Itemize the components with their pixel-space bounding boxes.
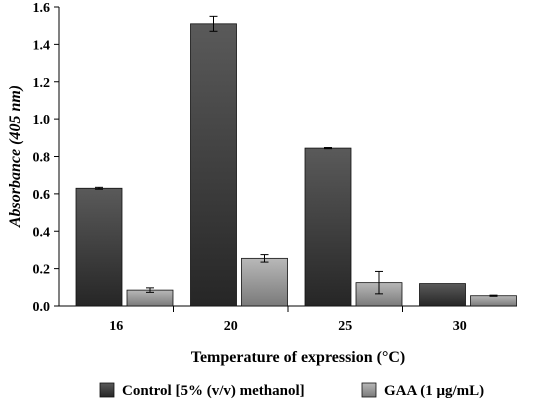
y-tick-label: 0.0 bbox=[33, 300, 51, 315]
x-tick-label: 30 bbox=[453, 319, 467, 334]
y-tick-label: 1.0 bbox=[33, 113, 51, 128]
legend-swatch-gaa bbox=[361, 382, 377, 398]
x-tick-label: 16 bbox=[109, 319, 123, 334]
y-tick-label: 1.2 bbox=[33, 76, 51, 91]
y-axis-title: Absorbance (405 nm) bbox=[7, 85, 24, 228]
y-tick-label: 0.4 bbox=[33, 225, 51, 240]
y-tick-label: 0.6 bbox=[33, 188, 51, 203]
x-tick-label: 20 bbox=[224, 319, 238, 334]
y-tick-label: 1.4 bbox=[33, 38, 51, 53]
bar-control-16 bbox=[75, 187, 123, 307]
bar-control-20 bbox=[190, 23, 237, 307]
bar-gaa-30 bbox=[470, 295, 517, 307]
y-tick-label: 0.8 bbox=[33, 151, 51, 166]
legend-swatch-control bbox=[99, 382, 115, 398]
x-axis-title: Temperature of expression (°C) bbox=[191, 349, 406, 366]
legend-label-control: Control [5% (v/v) methanol] bbox=[122, 383, 305, 399]
bar-control-30 bbox=[419, 283, 466, 307]
bar-gaa-20 bbox=[241, 257, 288, 307]
plot-area: 0.0 0.2 0.4 0.6 0.8 1.0 1.2 1.4 1.6 16 20 25 30 bbox=[33, 1, 517, 334]
y-tick-label: 1.6 bbox=[33, 1, 51, 16]
x-tick-label: 25 bbox=[338, 319, 352, 334]
legend-label-gaa: GAA (1 μg/mL) bbox=[384, 383, 484, 399]
bar-control-25 bbox=[304, 147, 352, 307]
y-tick-label: 0.2 bbox=[33, 263, 51, 278]
legend: Control [5% (v/v) methanol] GAA (1 μg/mL) bbox=[99, 382, 484, 399]
